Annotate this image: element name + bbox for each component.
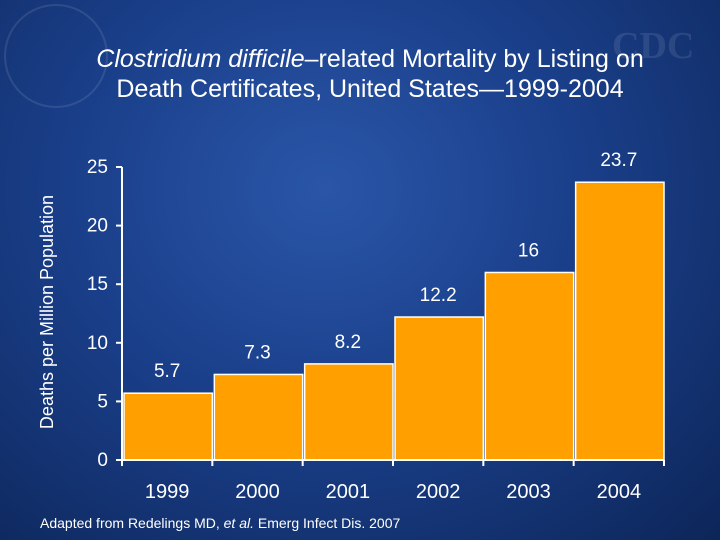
bar-2002 [394,316,485,461]
x-tick-label-2000: 2000 [235,481,280,503]
bar-2000 [213,373,304,461]
bar-value-label-2004: 23.7 [600,150,637,171]
bar-value-label-2002: 12.2 [420,285,457,306]
x-tick-label-2003: 2003 [506,481,551,503]
bar-2003 [484,271,575,461]
footnote-prefix: Adapted from Redelings MD, [40,515,224,531]
footnote-italic: et al. [223,515,254,531]
x-tick-label-2001: 2001 [326,481,371,503]
y-tick-label-0: 0 [97,450,108,471]
y-tick-label-25: 25 [87,157,108,178]
x-tick-label-1999: 1999 [145,481,190,503]
y-tick-label-10: 10 [87,333,108,354]
x-tick-label-2002: 2002 [416,481,461,503]
bar-2001 [303,363,394,461]
bar-1999 [123,392,214,461]
y-tick-label-15: 15 [87,274,108,295]
x-tick-label-2004: 2004 [597,481,642,503]
title-line2: Death Certificates, United States—1999-2… [116,75,624,103]
y-tick-label-5: 5 [97,391,108,412]
hhs-seal-watermark [4,4,108,108]
y-tick-label-20: 20 [87,216,108,237]
bar-2004 [574,181,665,461]
y-axis-title: Deaths per Million Population [37,195,57,429]
bar-value-label-1999: 5.7 [154,361,180,382]
title-organism: Clostridium difficile [96,45,305,73]
title-line1-rest: –related Mortality by Listing on [304,45,644,73]
chart-title: Clostridium difficile–related Mortality … [40,44,700,104]
footnote-suffix: Emerg Infect Dis. 2007 [254,515,401,531]
bar-value-label-2003: 16 [518,240,539,261]
bar-value-label-2000: 7.3 [244,342,270,363]
cdc-logo-watermark: CDC [612,25,695,67]
bar-value-label-2001: 8.2 [335,332,361,353]
source-footnote: Adapted from Redelings MD, et al. Emerg … [40,515,400,531]
